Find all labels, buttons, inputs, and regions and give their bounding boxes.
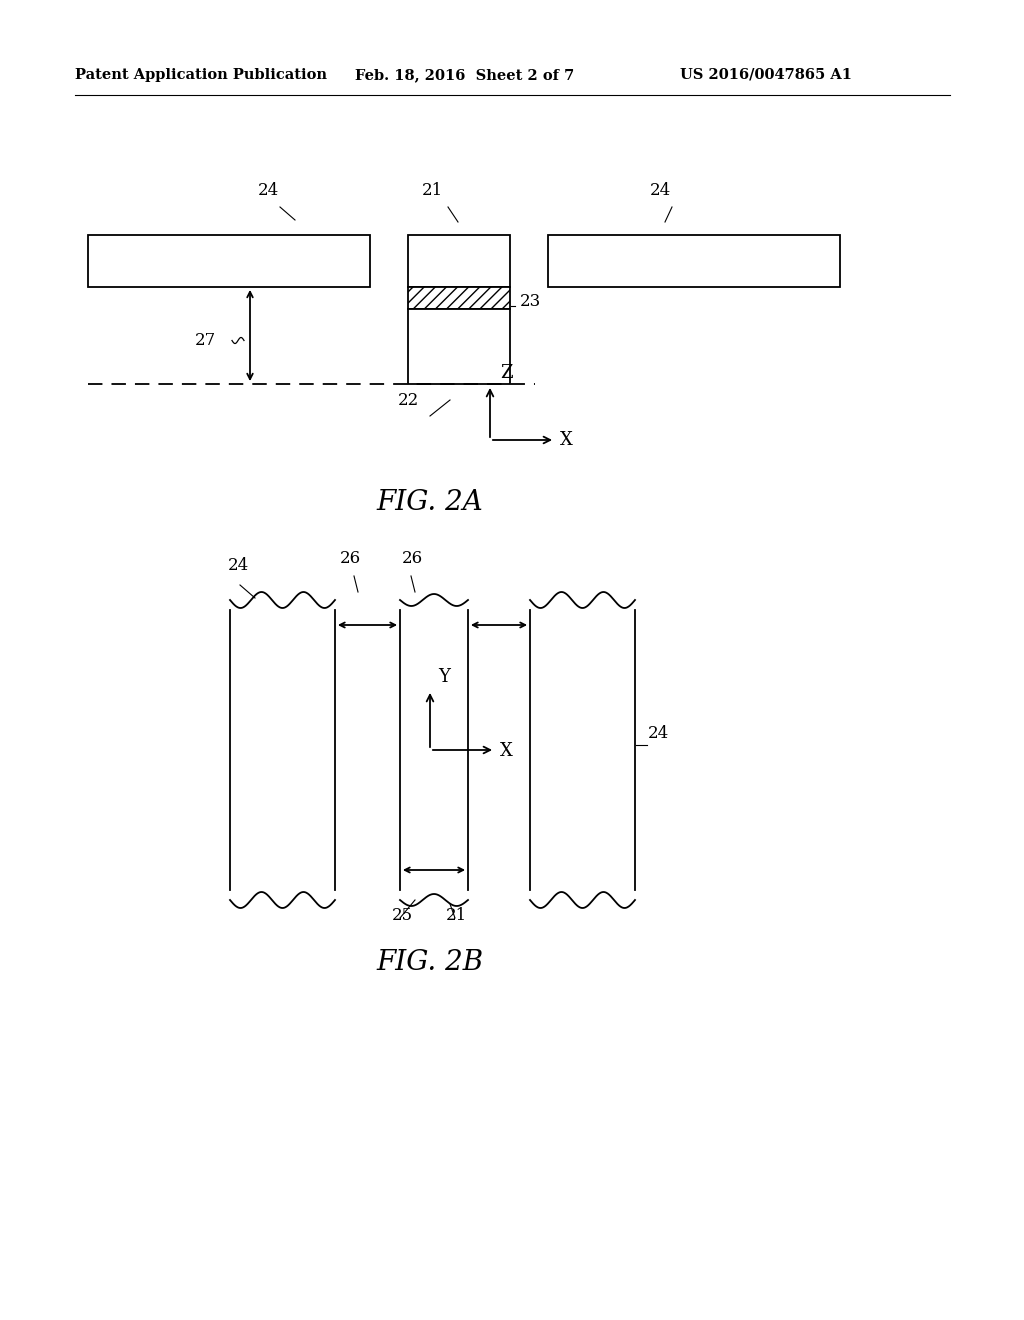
Bar [408,309,510,384]
Text: 21: 21 [446,907,467,924]
Text: 26: 26 [402,550,423,568]
Text: 21: 21 [421,182,442,199]
Bar [408,235,510,286]
Text: 24: 24 [228,557,249,574]
Text: 24: 24 [648,725,670,742]
Text: Patent Application Publication: Patent Application Publication [75,69,327,82]
Bar [548,235,840,286]
Text: FIG. 2A: FIG. 2A [377,488,483,516]
Text: Y: Y [438,668,450,686]
Text: 23: 23 [520,293,542,310]
Text: 24: 24 [649,182,671,199]
Text: X: X [500,742,513,760]
Text: 26: 26 [340,550,361,568]
Text: FIG. 2B: FIG. 2B [377,949,483,975]
Text: 24: 24 [257,182,279,199]
Text: Feb. 18, 2016  Sheet 2 of 7: Feb. 18, 2016 Sheet 2 of 7 [355,69,574,82]
Text: 25: 25 [392,907,413,924]
Text: US 2016/0047865 A1: US 2016/0047865 A1 [680,69,852,82]
Text: 27: 27 [195,333,216,348]
Text: Z: Z [500,364,513,381]
Bar [408,286,510,309]
Text: 22: 22 [397,392,419,409]
Text: X: X [560,432,572,449]
Bar [88,235,370,286]
